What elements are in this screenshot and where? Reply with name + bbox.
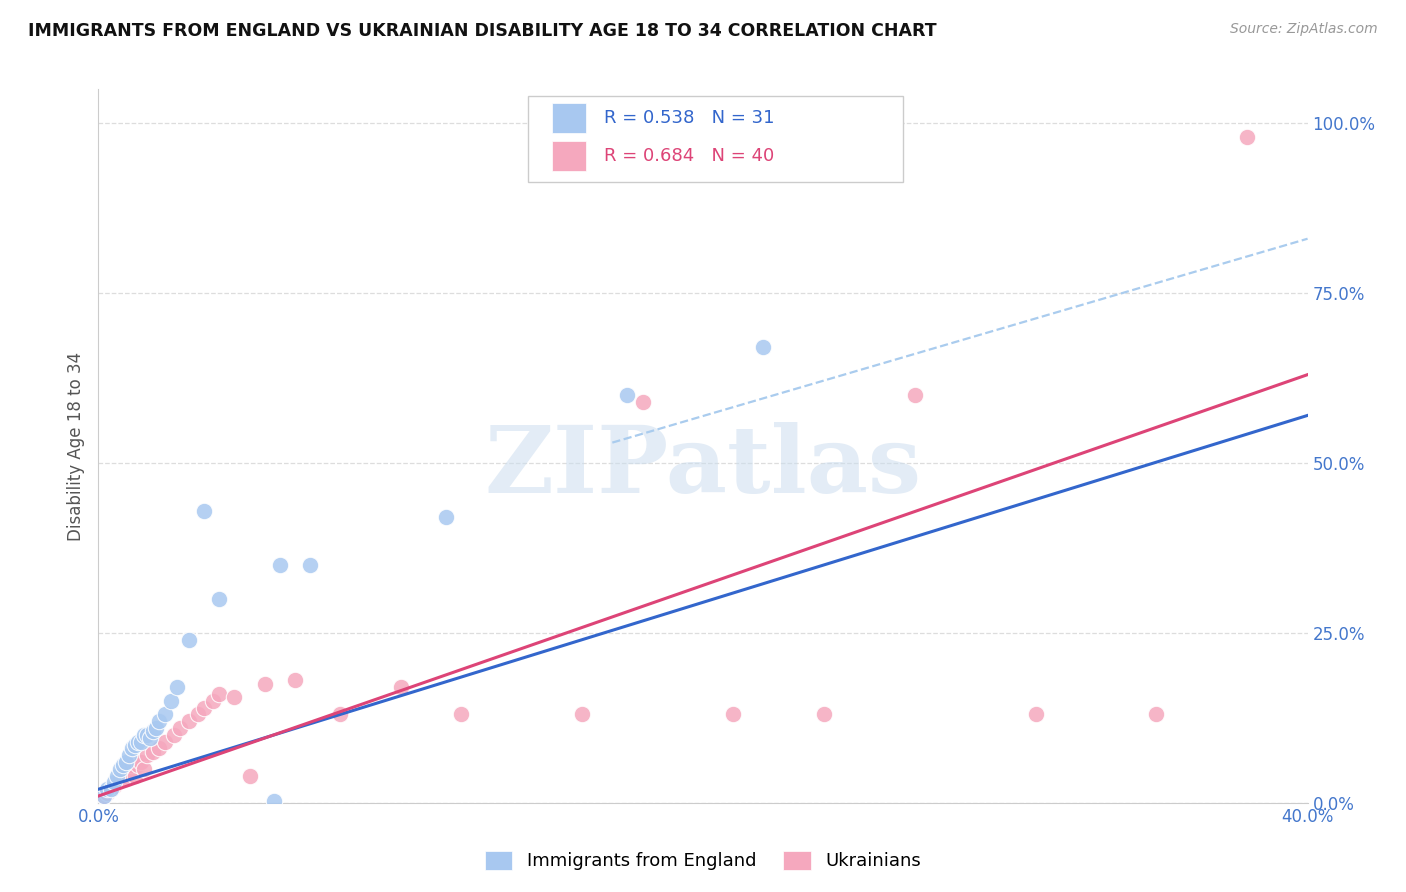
Point (813, 707, 835, 722)
Point (118, 748, 141, 763)
Point (148, 741, 170, 756)
Point (114, 755, 136, 769)
Point (96, 782, 118, 797)
Point (129, 755, 152, 769)
FancyBboxPatch shape (527, 96, 903, 182)
Point (127, 734, 149, 748)
Point (169, 721, 191, 735)
Point (904, 388, 927, 402)
Point (153, 707, 176, 722)
Point (121, 758, 143, 772)
Point (111, 769, 134, 783)
Point (284, 673, 307, 688)
Text: Source: ZipAtlas.com: Source: ZipAtlas.com (1230, 22, 1378, 37)
Point (329, 707, 352, 722)
Point (269, 558, 291, 572)
Point (193, 700, 215, 714)
Point (108, 772, 131, 786)
Point (631, 394, 654, 409)
Point (105, 775, 128, 789)
Point (129, 734, 152, 748)
Point (263, 794, 285, 808)
Point (1024, 707, 1046, 722)
Point (93, 789, 115, 803)
Point (105, 769, 128, 783)
Point (253, 677, 276, 691)
Y-axis label: Disability Age 18 to 34: Disability Age 18 to 34 (67, 351, 86, 541)
Point (142, 724, 165, 739)
Point (1144, 707, 1167, 722)
Point (434, 510, 457, 524)
Point (160, 694, 183, 708)
Point (239, 769, 262, 783)
Point (148, 714, 170, 729)
Text: R = 0.684   N = 40: R = 0.684 N = 40 (603, 146, 775, 164)
Point (100, 782, 122, 797)
Point (96, 786, 118, 800)
Point (139, 731, 162, 746)
Point (179, 714, 201, 729)
Point (135, 748, 157, 763)
Point (163, 728, 186, 742)
FancyBboxPatch shape (553, 141, 586, 170)
Point (132, 728, 155, 742)
Point (224, 690, 246, 705)
Legend: Immigrants from England, Ukrainians: Immigrants from England, Ukrainians (477, 842, 929, 880)
Point (153, 734, 176, 748)
Point (179, 632, 201, 647)
Point (100, 782, 122, 797)
Point (166, 680, 188, 694)
Point (450, 707, 472, 722)
Point (208, 591, 231, 606)
Text: R = 0.538   N = 31: R = 0.538 N = 31 (603, 109, 775, 127)
Point (103, 779, 125, 793)
Point (127, 758, 149, 772)
Point (114, 772, 136, 786)
Point (124, 738, 146, 752)
Point (124, 769, 146, 783)
Point (145, 721, 167, 735)
Point (208, 687, 231, 701)
Text: ZIPatlas: ZIPatlas (485, 423, 921, 512)
Point (187, 707, 209, 722)
Point (723, 707, 745, 722)
Point (571, 707, 593, 722)
Point (752, 341, 775, 355)
Point (1236, 129, 1258, 144)
Point (193, 503, 215, 517)
FancyBboxPatch shape (553, 103, 586, 133)
Point (111, 758, 134, 772)
Point (132, 762, 155, 776)
Point (118, 765, 141, 780)
Point (121, 741, 143, 756)
Point (135, 728, 157, 742)
Point (103, 775, 125, 789)
Point (202, 694, 225, 708)
Point (108, 762, 131, 776)
Point (299, 558, 322, 572)
Point (616, 388, 638, 402)
Point (142, 745, 165, 759)
Text: IMMIGRANTS FROM ENGLAND VS UKRAINIAN DISABILITY AGE 18 TO 34 CORRELATION CHART: IMMIGRANTS FROM ENGLAND VS UKRAINIAN DIS… (28, 22, 936, 40)
Point (93, 789, 115, 803)
Point (389, 680, 412, 694)
